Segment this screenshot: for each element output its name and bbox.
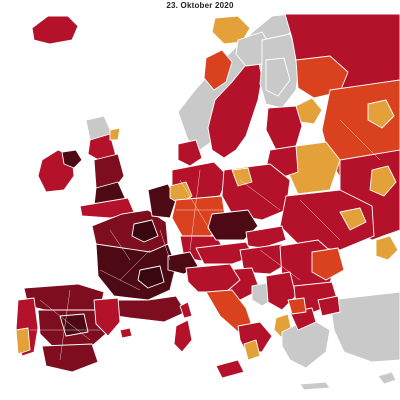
region-estonia-latvia [265,105,303,151]
region-france-center [95,243,177,301]
region-cyprus [377,371,397,385]
map-area [0,12,400,400]
region-benelux [147,183,177,219]
region-poland-orange [231,167,253,187]
region-spain-east [93,297,121,337]
region-spain-madrid [59,313,89,337]
region-portugal-orange [15,327,31,355]
region-ukraine-orange [339,207,367,231]
region-romania-east [311,247,345,281]
region-corsica [179,301,193,319]
region-russia-orange-4 [375,235,399,261]
region-france-paris [131,219,159,243]
boundary-lines-east [239,119,381,281]
region-sweden [207,57,263,159]
region-spain-south [41,343,99,373]
region-russia-orange-2 [367,99,395,129]
region-north-macedonia [287,297,307,315]
region-balearic [119,327,133,339]
region-italy-orange [243,339,261,361]
boundary-lines-germany [176,169,226,251]
region-sicily [215,359,245,379]
boundary-lines-france [99,229,171,291]
region-norway-center [265,57,291,97]
region-russia-orange-3 [369,165,397,197]
europe-choropleth-map [15,13,400,391]
region-czechia [207,209,259,241]
region-sweden-south [203,49,233,91]
region-turkey [329,291,400,363]
region-denmark [177,139,203,167]
region-uk-orange [109,127,121,141]
region-sardinia [173,319,193,353]
region-turkey-west [317,295,341,317]
region-france-lyon [137,265,165,289]
map-title: 23. Oktober 2020 [166,1,234,10]
boundary-lines-spain [30,289,100,361]
region-slovakia [245,225,287,249]
region-spain-north [23,283,105,315]
region-iceland [31,15,79,45]
region-ireland-north [61,149,83,169]
region-crete [299,381,331,391]
